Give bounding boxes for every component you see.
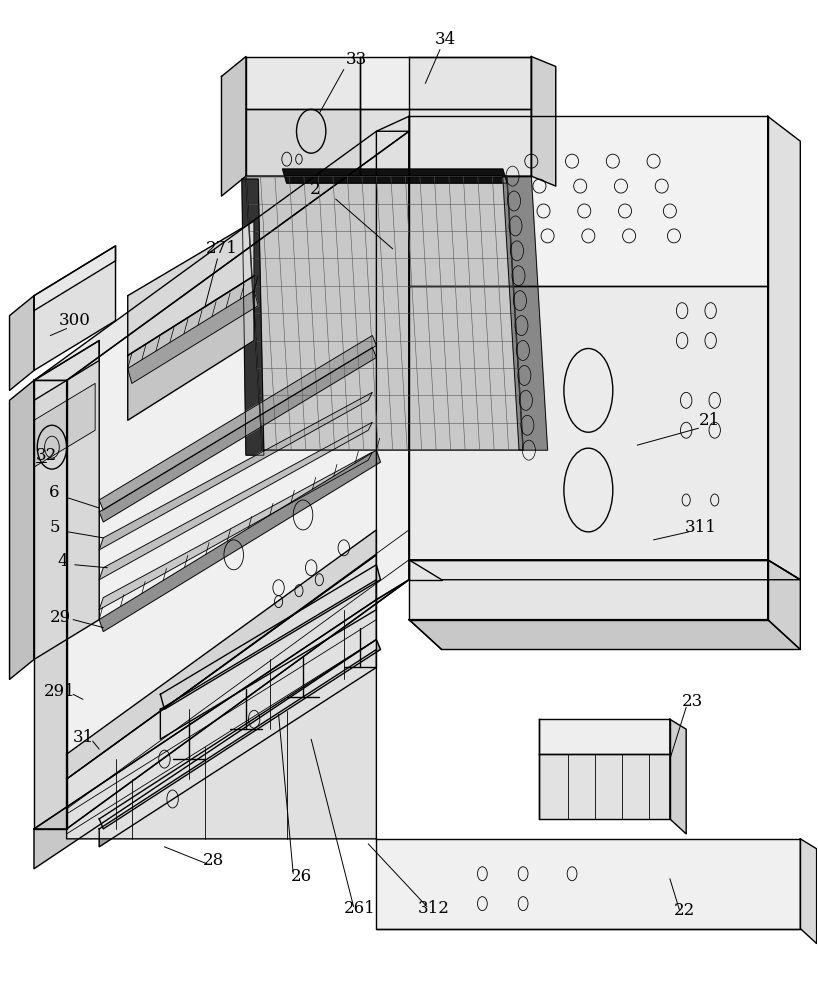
Text: 4: 4 [57, 553, 68, 570]
Text: 23: 23 [682, 693, 703, 710]
Polygon shape [66, 131, 409, 829]
Polygon shape [409, 116, 768, 286]
Polygon shape [99, 336, 376, 510]
Polygon shape [409, 286, 768, 560]
Text: 2: 2 [310, 181, 321, 198]
Text: 22: 22 [674, 902, 695, 919]
Polygon shape [246, 176, 524, 450]
Polygon shape [531, 57, 555, 186]
Text: 33: 33 [345, 51, 366, 68]
Polygon shape [66, 555, 376, 839]
Polygon shape [409, 57, 531, 176]
Polygon shape [409, 560, 768, 620]
Polygon shape [128, 276, 254, 420]
Text: 26: 26 [291, 868, 312, 885]
Polygon shape [246, 57, 360, 109]
Text: 31: 31 [72, 729, 93, 746]
Polygon shape [99, 649, 376, 847]
Polygon shape [160, 580, 376, 739]
Polygon shape [34, 341, 99, 400]
Polygon shape [242, 179, 264, 455]
Polygon shape [99, 392, 372, 550]
Text: 5: 5 [49, 519, 60, 536]
Polygon shape [99, 348, 376, 522]
Text: 261: 261 [344, 900, 376, 917]
Polygon shape [99, 452, 372, 610]
Polygon shape [66, 530, 376, 779]
Text: 32: 32 [36, 447, 57, 464]
Polygon shape [409, 560, 800, 580]
Polygon shape [360, 109, 531, 176]
Text: 21: 21 [699, 412, 720, 429]
Polygon shape [376, 839, 800, 929]
Polygon shape [376, 116, 409, 600]
Polygon shape [128, 221, 254, 355]
Polygon shape [34, 383, 95, 467]
Polygon shape [34, 246, 115, 311]
Text: 271: 271 [205, 240, 237, 257]
Polygon shape [10, 296, 34, 390]
Text: 291: 291 [44, 683, 76, 700]
Polygon shape [99, 450, 380, 632]
Polygon shape [34, 131, 409, 380]
Polygon shape [409, 620, 800, 649]
Text: 28: 28 [203, 852, 224, 869]
Text: 29: 29 [50, 609, 70, 626]
Text: 312: 312 [417, 900, 449, 917]
Polygon shape [99, 422, 372, 580]
Polygon shape [768, 560, 800, 649]
Polygon shape [10, 380, 34, 679]
Polygon shape [160, 565, 380, 709]
Text: 34: 34 [435, 31, 456, 48]
Text: 311: 311 [685, 519, 717, 536]
Polygon shape [283, 169, 507, 183]
Text: 300: 300 [59, 312, 91, 329]
Polygon shape [34, 380, 66, 829]
Polygon shape [34, 600, 376, 869]
Text: 6: 6 [49, 484, 60, 501]
Polygon shape [34, 580, 409, 829]
Polygon shape [360, 57, 531, 109]
Polygon shape [539, 719, 670, 754]
Polygon shape [670, 719, 686, 834]
Polygon shape [34, 246, 115, 370]
Polygon shape [768, 116, 800, 580]
Polygon shape [222, 57, 246, 196]
Polygon shape [503, 176, 547, 450]
Polygon shape [246, 109, 360, 176]
Polygon shape [539, 754, 670, 819]
Polygon shape [128, 291, 258, 383]
Polygon shape [34, 341, 99, 659]
Polygon shape [99, 640, 380, 829]
Polygon shape [800, 839, 816, 943]
